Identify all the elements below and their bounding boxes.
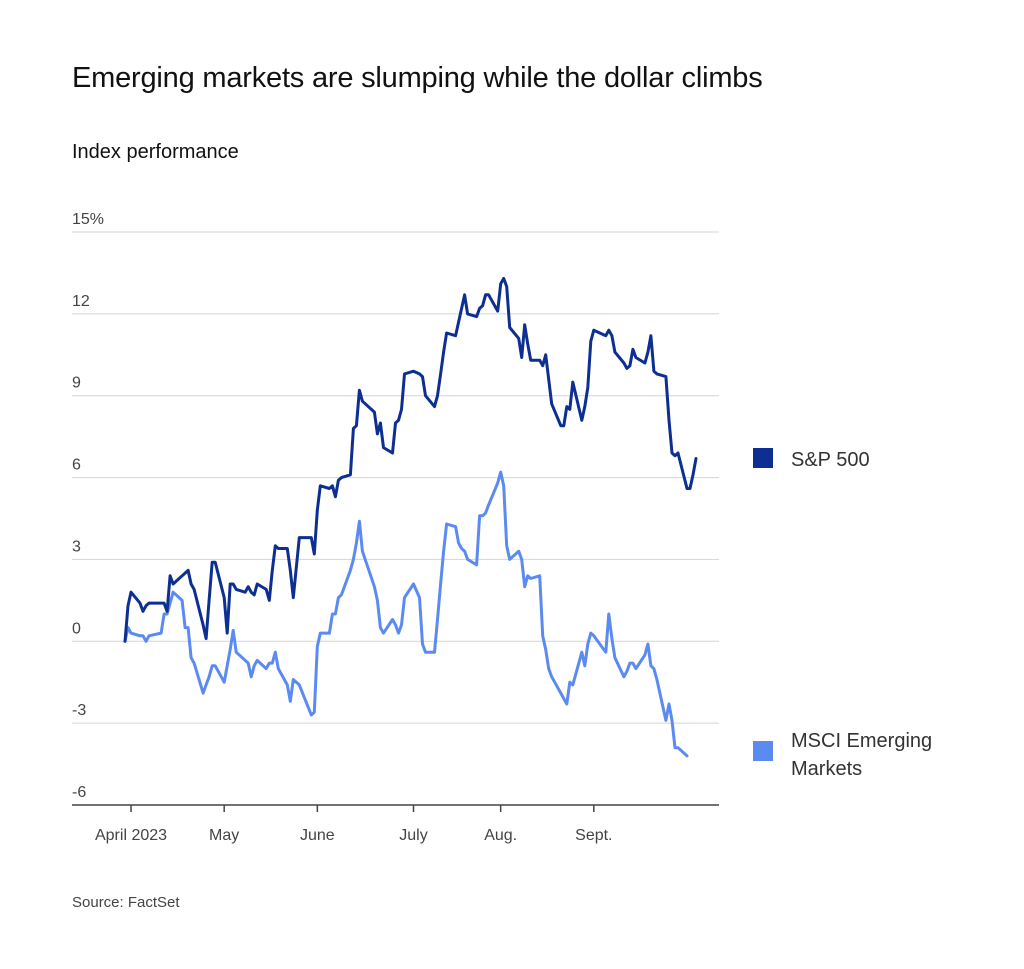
legend-swatch-sp500 [753,448,773,468]
series-line-sp500 [123,276,698,643]
chart-title: Emerging markets are slumping while the … [72,62,763,94]
y-tick-label: 12 [72,293,90,310]
x-tick-label: May [209,827,239,844]
legend-label-msci: MSCI Emerging Markets [791,730,933,780]
legend-item-msci: MSCI Emerging Markets [753,727,973,783]
x-tick-label: April 2023 [95,827,167,844]
y-axis-tick-labels: 15% 12 9 6 3 0 -3 -6 [72,211,104,801]
x-tick-label: Sept. [575,827,612,844]
y-tick-label: 3 [72,538,81,555]
y-tick-label: -6 [72,784,86,801]
chart-subtitle: Index performance [72,141,239,163]
legend-label-sp500: S&P 500 [791,449,870,471]
x-tick-label: July [399,827,427,844]
y-tick-label: 6 [72,457,81,474]
y-tick-label: -3 [72,702,86,719]
series-line-msci [123,470,689,758]
x-tick-label: Aug. [484,827,517,844]
series-lines [123,276,698,758]
y-tick-label: 15% [72,211,104,228]
gridlines [72,231,719,724]
x-tick-label: June [300,827,335,844]
source-note: Source: FactSet [72,894,180,911]
legend-item-sp500: S&P 500 [753,446,870,474]
legend-swatch-msci [753,741,773,761]
y-tick-label: 9 [72,375,81,392]
x-axis: April 2023 May June July Aug. Sept. [72,804,719,844]
y-tick-label: 0 [72,620,81,637]
